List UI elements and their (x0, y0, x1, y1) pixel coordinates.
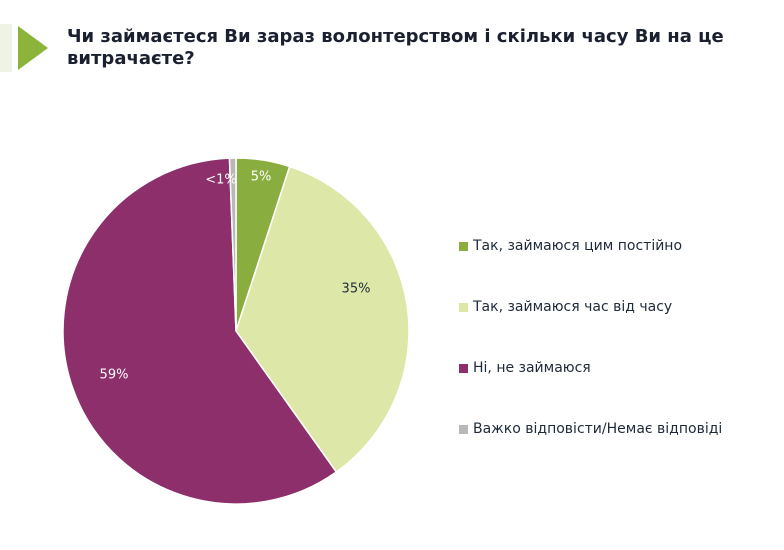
legend-item: Ні, не займаюся (459, 358, 722, 378)
legend-swatch (459, 302, 468, 312)
legend-item: Так, займаюся цим постійно (459, 236, 722, 256)
legend-label: Так, займаюся цим постійно (473, 238, 683, 254)
legend-swatch (459, 363, 468, 373)
legend-swatch (459, 424, 468, 434)
pie-slice (62, 157, 338, 505)
legend-swatch (459, 241, 468, 251)
play-arrow-icon (18, 26, 48, 70)
legend-item: Важко відповісти/Немає відповіді (459, 419, 722, 439)
pie-slice (228, 157, 237, 332)
slice-data-label: 5% (251, 170, 272, 185)
chart-title: Чи займаєтеся Ви зараз волонтерством і с… (67, 26, 724, 69)
legend-label: Ні, не займаюся (473, 360, 591, 376)
legend-label: Важко відповісти/Немає відповіді (473, 421, 723, 437)
pie-slice (235, 165, 410, 474)
slice-data-label: <1% (205, 173, 237, 188)
slice-data-label: 35% (342, 282, 371, 297)
slice-data-label: 59% (100, 368, 129, 383)
legend-item: Так, займаюся час від часу (459, 297, 722, 317)
legend-label: Так, займаюся час від часу (473, 299, 673, 315)
header-accent-stripe (0, 24, 12, 72)
legend: Так, займаюся цим постійно Так, займаюся… (459, 236, 722, 480)
